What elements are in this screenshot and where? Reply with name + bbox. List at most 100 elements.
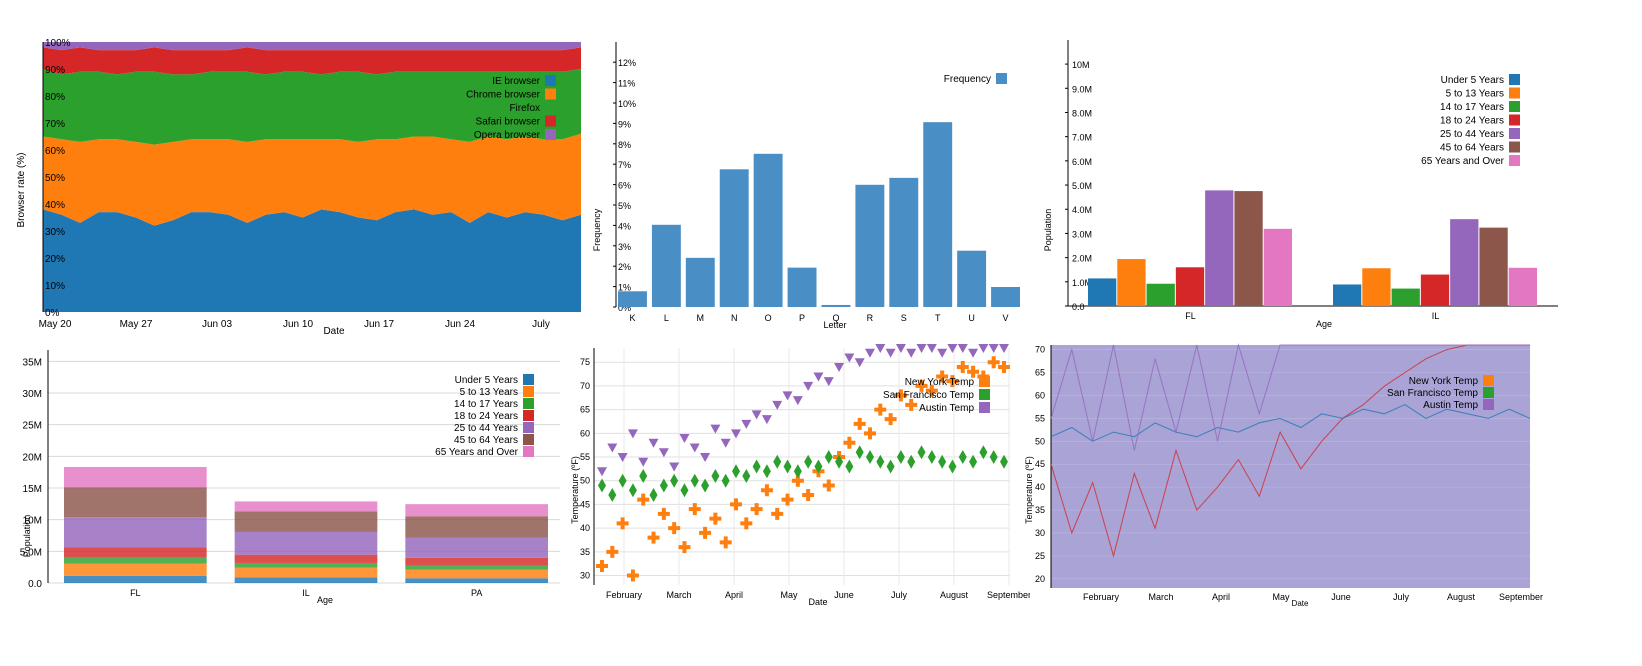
x-tick-label: IL — [1432, 311, 1440, 321]
y-tick-label: 5.0M — [1072, 181, 1092, 191]
y-tick-label: 3.0M — [1072, 229, 1092, 239]
point-2 — [813, 372, 824, 382]
y-tick-label: 45 — [1035, 459, 1045, 469]
stack-IL-4 — [234, 531, 378, 555]
point-1 — [773, 454, 782, 469]
bar-IL-1 — [1362, 268, 1391, 306]
bar-FL-2 — [1146, 283, 1175, 306]
area-legend-swatch — [545, 115, 556, 127]
chart-temperature-line: 20 25 30 35 40 45 50 55 60 65 70 February March April… — [1024, 343, 1543, 608]
grouped-legend-swatch — [1509, 87, 1520, 99]
y-tick-label: 15M — [23, 484, 42, 495]
grouped-legend-label: 14 to 17 Years — [1440, 102, 1504, 113]
y-tick-label: 25M — [23, 421, 42, 432]
point-2 — [658, 448, 669, 458]
point-2 — [689, 443, 700, 453]
point-1 — [649, 487, 658, 502]
area-series-4 — [43, 42, 581, 51]
x-tick-label: June — [834, 590, 854, 600]
x-tick-label: O — [765, 313, 772, 323]
y-tick-label: 10M — [23, 516, 42, 527]
stack-FL-0 — [64, 575, 207, 583]
y-tick-label: 40 — [580, 523, 590, 533]
y-tick-label: 30 — [1035, 528, 1045, 538]
point-2 — [720, 438, 731, 448]
point-1 — [680, 483, 689, 498]
line-legend-label: New York Temp — [1409, 376, 1479, 387]
y-tick-label: 10M — [1072, 60, 1090, 70]
point-1 — [659, 478, 668, 493]
x-tick-label: Jun 24 — [445, 319, 475, 330]
bar-L — [651, 224, 681, 307]
stacked-legend-swatch — [523, 446, 534, 457]
point-0 — [894, 389, 907, 402]
x-tick-label: May — [780, 590, 798, 600]
stack-PA-3 — [405, 557, 548, 566]
line-series-2 — [1050, 343, 1530, 451]
point-0 — [874, 403, 887, 416]
area-series-2 — [43, 69, 581, 145]
x-tick-label: M — [697, 313, 705, 323]
point-1 — [969, 454, 978, 469]
grouped-legend-label: 25 to 44 Years — [1440, 129, 1504, 140]
point-0 — [626, 569, 639, 582]
y-axis-title: Temperature (ºF) — [1024, 456, 1034, 524]
bar-IL-6 — [1508, 267, 1537, 306]
point-1 — [927, 450, 936, 465]
stack-PA-0 — [405, 578, 548, 583]
point-2 — [761, 415, 772, 425]
point-0 — [843, 436, 856, 449]
y-tick-label: 20 — [1035, 574, 1045, 584]
y-tick-label: 0.0 — [1072, 302, 1085, 312]
area-legend-label: Safari browser — [476, 117, 541, 128]
y-tick-label: 0% — [45, 308, 60, 319]
y-tick-label: 0.0 — [28, 579, 42, 590]
x-tick-label: R — [867, 313, 874, 323]
stacked-legend-label: 14 to 17 Years — [454, 399, 518, 410]
point-2 — [638, 457, 649, 467]
area-legend-label: Chrome browser — [466, 90, 541, 101]
bar-U — [957, 250, 987, 307]
y-axis-title: Temperature (ºF) — [570, 456, 580, 524]
x-tick-label: T — [935, 313, 941, 323]
area-series-1 — [43, 133, 581, 226]
point-0 — [802, 488, 815, 501]
point-2 — [710, 424, 721, 434]
point-1 — [762, 464, 771, 479]
y-tick-label: 5% — [618, 201, 631, 211]
point-2 — [875, 344, 886, 353]
area-series-3 — [43, 47, 581, 75]
x-tick-label: July — [532, 319, 550, 330]
point-0 — [760, 484, 773, 497]
y-tick-label: 50 — [1035, 436, 1045, 446]
grouped-legend-swatch — [1509, 141, 1520, 153]
point-0 — [936, 370, 949, 383]
y-tick-label: 4.0M — [1072, 205, 1092, 215]
point-2 — [803, 381, 814, 391]
x-tick-label: August — [1447, 592, 1476, 602]
point-2 — [648, 438, 659, 448]
point-2 — [906, 348, 917, 358]
x-tick-label: Jun 10 — [283, 319, 313, 330]
x-tick-label: Jun 03 — [202, 319, 232, 330]
stack-PA-4 — [405, 537, 548, 558]
y-tick-label: 10% — [45, 281, 65, 292]
point-0 — [956, 360, 969, 373]
point-0 — [616, 517, 629, 530]
stacked-legend-label: 65 Years and Over — [435, 447, 519, 458]
point-1 — [721, 473, 730, 488]
point-1 — [866, 450, 874, 465]
freq-legend-swatch — [996, 73, 1007, 84]
y-tick-label: 6% — [618, 181, 631, 191]
grouped-legend-swatch — [1509, 101, 1520, 112]
point-2 — [957, 344, 968, 353]
point-0 — [998, 360, 1010, 373]
bar-FL-0 — [1088, 278, 1117, 306]
y-tick-label: 30 — [580, 571, 590, 581]
y-tick-label: 2% — [618, 262, 631, 272]
grouped-legend-swatch — [1509, 128, 1520, 139]
y-tick-label: 20M — [23, 452, 42, 463]
y-tick-label: 1% — [618, 283, 631, 293]
stack-IL-1 — [234, 567, 378, 578]
bar-FL-6 — [1263, 228, 1292, 306]
